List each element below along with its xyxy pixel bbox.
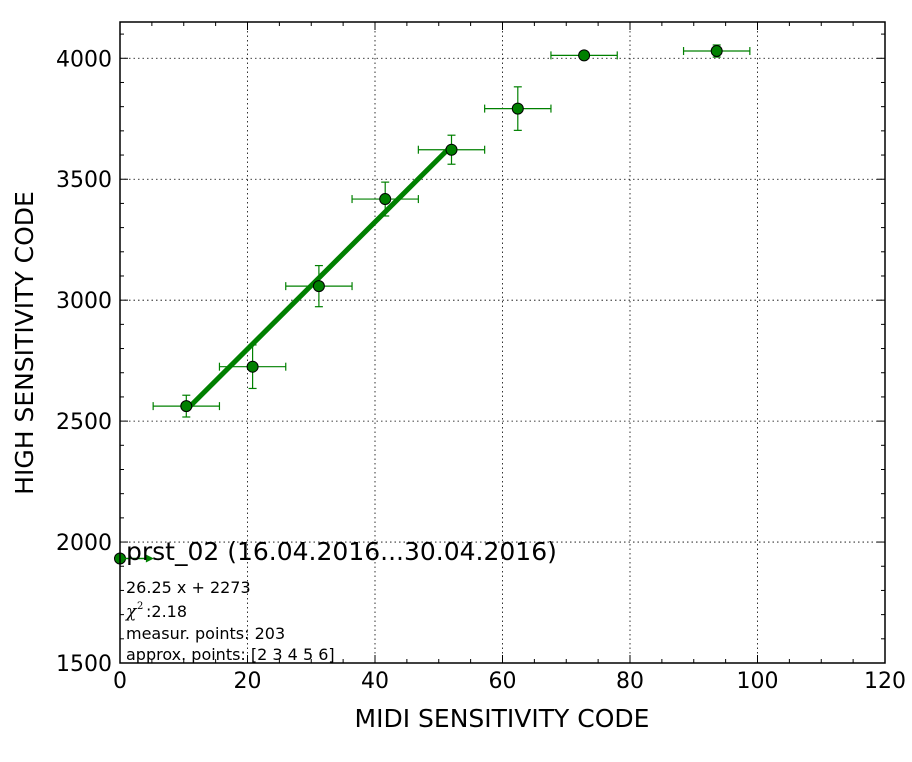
chart-title: prst_02 (16.04.2016...30.04.2016) xyxy=(126,537,557,566)
y-axis-label: HIGH SENSITIVITY CODE xyxy=(10,191,39,495)
y-tick-labels: 1500 2000 2500 3000 3500 4000 xyxy=(56,47,112,677)
x-tick-label: 0 xyxy=(113,669,127,694)
fit-equation: 26.25 x + 2273 xyxy=(126,578,251,597)
data-point xyxy=(511,102,524,115)
x-tick-label: 120 xyxy=(864,669,906,694)
y-tick-label: 4000 xyxy=(56,47,112,72)
x-axis-label: MIDI SENSITIVITY CODE xyxy=(355,704,650,733)
y-tick-label: 3000 xyxy=(56,289,112,314)
grid xyxy=(120,22,885,663)
chi-square-exponent: 2 xyxy=(137,601,143,612)
y-tick-label: 3500 xyxy=(56,168,112,193)
data-point xyxy=(710,45,723,58)
x-tick-label: 80 xyxy=(616,669,644,694)
y-tick-label: 1500 xyxy=(56,652,112,677)
approx-points: approx. points: [2 3 4 5 6] xyxy=(126,645,335,664)
x-tick-label: 100 xyxy=(737,669,779,694)
measured-points: measur. points: 203 xyxy=(126,624,285,643)
data-points xyxy=(114,44,751,565)
x-tick-label: 40 xyxy=(361,669,389,694)
x-tick-labels: 0 20 40 60 80 100 120 xyxy=(113,669,906,694)
data-point xyxy=(246,360,259,373)
x-tick-label: 20 xyxy=(234,669,262,694)
plot-frame xyxy=(119,21,886,664)
y-tick-label: 2000 xyxy=(56,531,112,556)
data-point xyxy=(578,49,591,62)
y-tick-label: 2500 xyxy=(56,410,112,435)
x-tick-label: 60 xyxy=(489,669,517,694)
data-point xyxy=(180,400,193,413)
chi-square-value: :2.18 xyxy=(146,602,187,621)
data-point xyxy=(445,143,458,156)
data-point xyxy=(379,193,392,206)
chi-square-symbol: χ xyxy=(125,602,138,622)
data-point xyxy=(312,280,325,293)
legend-marker-arrow xyxy=(145,554,154,563)
